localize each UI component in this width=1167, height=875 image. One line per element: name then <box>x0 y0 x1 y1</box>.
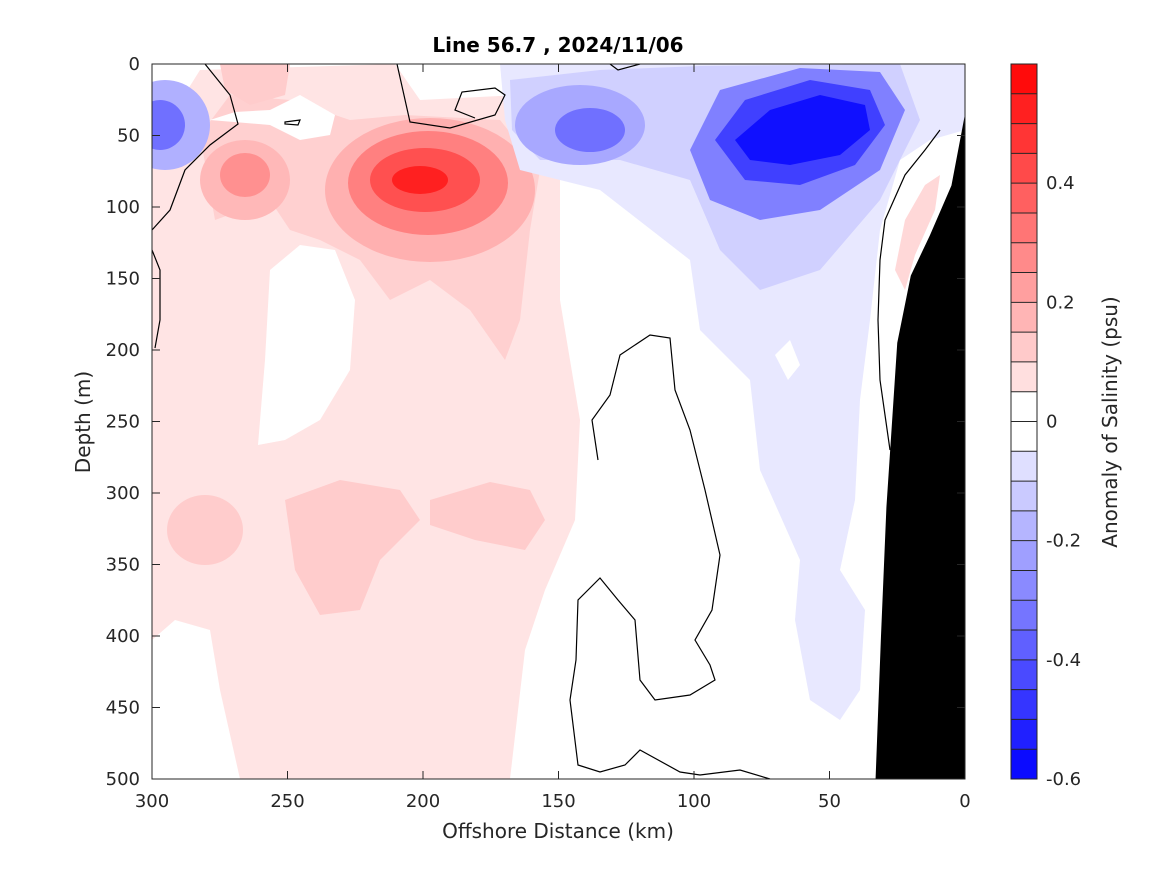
y-tick-label: 150 <box>106 269 140 290</box>
x-axis-ticks: 300 250 200 150 100 50 0 <box>135 64 971 812</box>
colorbar-level <box>1011 123 1037 154</box>
colorbar-level <box>1011 212 1037 243</box>
negative-core-right-peak <box>735 95 870 165</box>
negative-left-edge-inner <box>152 100 185 150</box>
y-tick-label: 350 <box>106 555 140 576</box>
colorbar-level <box>1011 93 1037 124</box>
negative-core-left-inner <box>555 108 625 152</box>
x-tick-label: 250 <box>270 791 304 812</box>
positive-patch-mid-center <box>285 480 420 615</box>
colorbar-level <box>1011 630 1037 660</box>
colorbar-level <box>1011 570 1037 601</box>
colorbar-level <box>1011 689 1037 720</box>
zero-surface-band <box>210 95 335 140</box>
x-tick-label: 50 <box>818 791 841 812</box>
zero-contour-top-center <box>396 64 506 129</box>
bathymetry <box>875 114 965 779</box>
anomaly-field <box>152 64 965 779</box>
zero-contour-mid <box>569 334 771 779</box>
colorbar-level <box>1011 481 1037 511</box>
colorbar-tick-label: -0.6 <box>1046 769 1081 790</box>
colorbar-tick-label: -0.4 <box>1046 650 1081 671</box>
y-tick-label: 50 <box>117 126 140 147</box>
zero-contour-small-loop <box>284 119 301 126</box>
zero-contour-top-right <box>609 64 641 71</box>
colorbar: 0.4 0.2 0 -0.2 -0.4 -0.6 <box>1010 63 1081 790</box>
colorbar-level <box>1011 451 1037 482</box>
colorbar-label: Anomaly of Salinity (psu) <box>1098 296 1122 547</box>
x-tick-label: 300 <box>135 791 169 812</box>
colorbar-steps <box>1011 64 1037 780</box>
colorbar-tick-label: 0.4 <box>1046 173 1075 194</box>
y-axis-label: Depth (m) <box>71 371 95 473</box>
positive-patch-mid-right <box>430 482 545 550</box>
colorbar-level <box>1011 540 1037 571</box>
colorbar-level <box>1011 659 1037 690</box>
nearshore-positive-patch <box>895 175 940 290</box>
x-tick-label: 150 <box>541 791 575 812</box>
y-tick-label: 450 <box>106 698 140 719</box>
zero-contour-left <box>152 64 239 231</box>
positive-patch-mid-left <box>167 495 243 565</box>
colorbar-frame <box>1010 63 1038 780</box>
chart-title: Line 56.7 , 2024/11/06 <box>432 33 683 57</box>
y-tick-label: 100 <box>106 197 140 218</box>
positive-surface-patch <box>220 64 290 105</box>
x-tick-label: 0 <box>959 791 970 812</box>
colorbar-level <box>1011 153 1037 184</box>
zero-pocket-lower-left <box>152 620 240 779</box>
colorbar-level <box>1011 361 1037 392</box>
y-tick-label: 500 <box>106 769 140 790</box>
zero-pocket <box>258 245 355 445</box>
x-tick-label: 200 <box>406 791 440 812</box>
x-axis-label: Offshore Distance (km) <box>442 819 674 843</box>
colorbar-tick-label: 0.2 <box>1046 292 1075 313</box>
y-tick-label: 400 <box>106 626 140 647</box>
positive-core-left-inner <box>220 153 270 197</box>
colorbar-level <box>1011 242 1037 273</box>
colorbar-level <box>1011 332 1037 362</box>
zero-contour-lines <box>152 64 941 779</box>
colorbar-ticks: 0.4 0.2 0 -0.2 -0.4 -0.6 <box>1046 173 1081 790</box>
colorbar-level <box>1011 510 1037 541</box>
zero-pocket-negative <box>775 340 800 380</box>
colorbar-tick-label: -0.2 <box>1046 531 1081 552</box>
colorbar-level <box>1011 421 1037 452</box>
colorbar-tick-label: 0 <box>1046 412 1057 433</box>
colorbar-level <box>1011 302 1037 333</box>
colorbar-level <box>1011 600 1037 631</box>
colorbar-level <box>1011 749 1037 779</box>
y-axis-ticks: 0 50 100 150 200 250 300 350 400 450 500 <box>106 54 965 790</box>
colorbar-level <box>1011 391 1037 422</box>
y-tick-label: 250 <box>106 412 140 433</box>
colorbar-level <box>1011 272 1037 303</box>
colorbar-level <box>1011 719 1037 750</box>
colorbar-level <box>1011 183 1037 213</box>
zero-contour-left-lower <box>152 249 161 349</box>
y-tick-label: 200 <box>106 340 140 361</box>
colorbar-level <box>1011 64 1037 94</box>
positive-core-peak <box>392 166 448 194</box>
y-tick-label: 300 <box>106 483 140 504</box>
zero-contour-nearshore <box>877 129 941 451</box>
x-tick-label: 100 <box>677 791 711 812</box>
y-tick-label: 0 <box>129 54 140 75</box>
